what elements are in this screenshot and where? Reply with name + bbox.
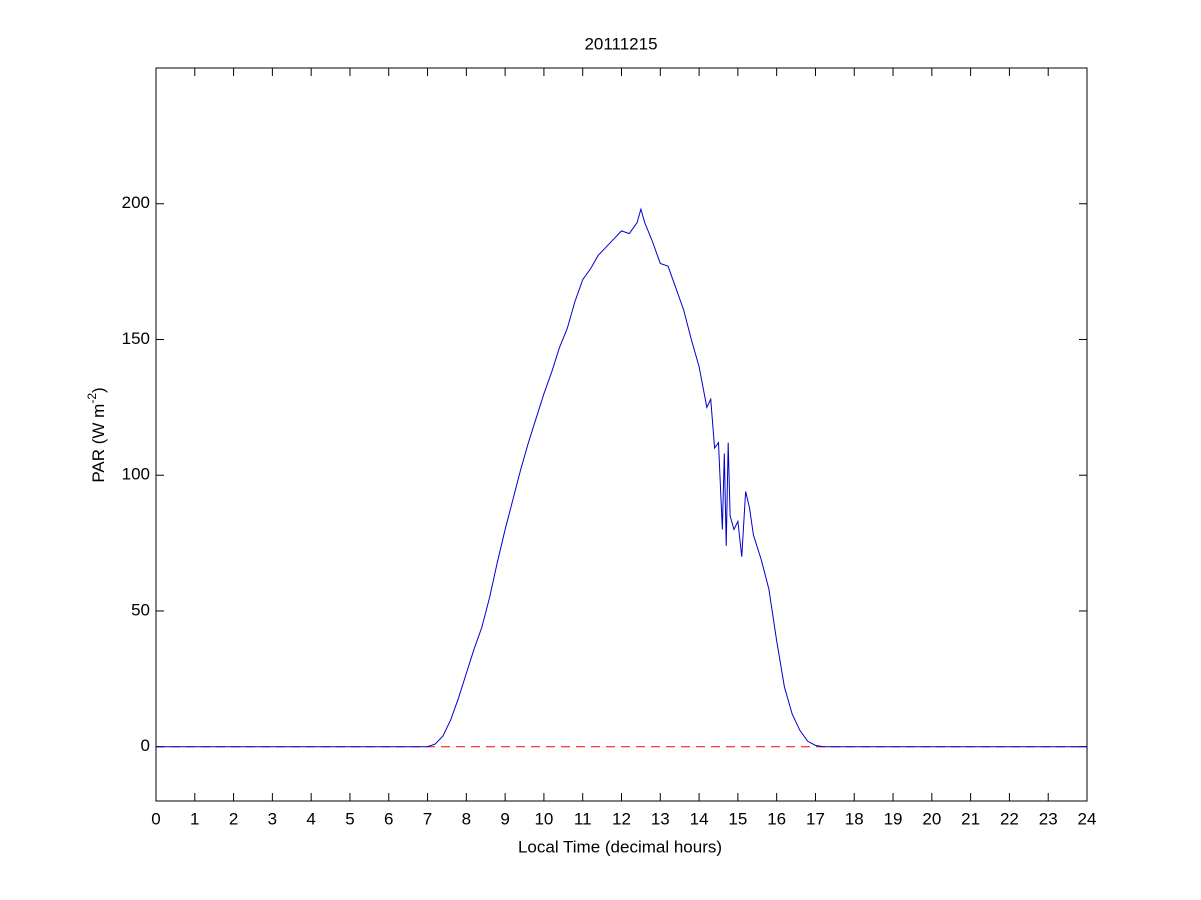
x-tick-label: 17: [806, 809, 825, 828]
x-tick-label: 18: [845, 809, 864, 828]
x-tick-label: 0: [151, 809, 160, 828]
x-tick-label: 2: [229, 809, 238, 828]
axes-box: [155, 67, 1088, 802]
x-tick-label: 12: [612, 809, 631, 828]
x-tick-label: 14: [690, 809, 709, 828]
x-tick-label: 15: [728, 809, 747, 828]
x-axis-label: Local Time (decimal hours): [518, 837, 722, 856]
y-tick-label: 200: [122, 193, 150, 212]
plot-area: [156, 68, 1087, 801]
x-tick-label: 3: [268, 809, 277, 828]
y-label-sup: -2: [85, 393, 99, 404]
y-label-main: PAR (W m: [89, 404, 108, 483]
x-tick-label: 10: [534, 809, 553, 828]
x-tick-label: 23: [1039, 809, 1058, 828]
x-tick-label: 24: [1078, 809, 1097, 828]
x-tick-label: 1: [190, 809, 199, 828]
x-tick-label: 4: [306, 809, 315, 828]
x-tick-label: 8: [462, 809, 471, 828]
y-tick-label: 150: [122, 329, 150, 348]
x-tick-label: 22: [1000, 809, 1019, 828]
y-axis-label: PAR (W m-2): [85, 387, 108, 482]
y-label-end: ): [89, 387, 108, 393]
x-tick-label: 5: [345, 809, 354, 828]
x-tick-label: 13: [651, 809, 670, 828]
x-tick-label: 20: [922, 809, 941, 828]
y-tick-label: 100: [122, 465, 150, 484]
y-tick-label: 50: [131, 600, 150, 619]
x-tick-label: 21: [961, 809, 980, 828]
data-line: [156, 207, 1087, 748]
x-tick-label: 6: [384, 809, 393, 828]
chart-title: 20111215: [584, 34, 657, 53]
y-tick-label: 0: [141, 736, 150, 755]
x-tick-label: 16: [767, 809, 786, 828]
x-tick-label: 9: [500, 809, 509, 828]
x-tick-label: 11: [574, 809, 592, 828]
x-tick-label: 19: [884, 809, 903, 828]
x-tick-label: 7: [423, 809, 432, 828]
